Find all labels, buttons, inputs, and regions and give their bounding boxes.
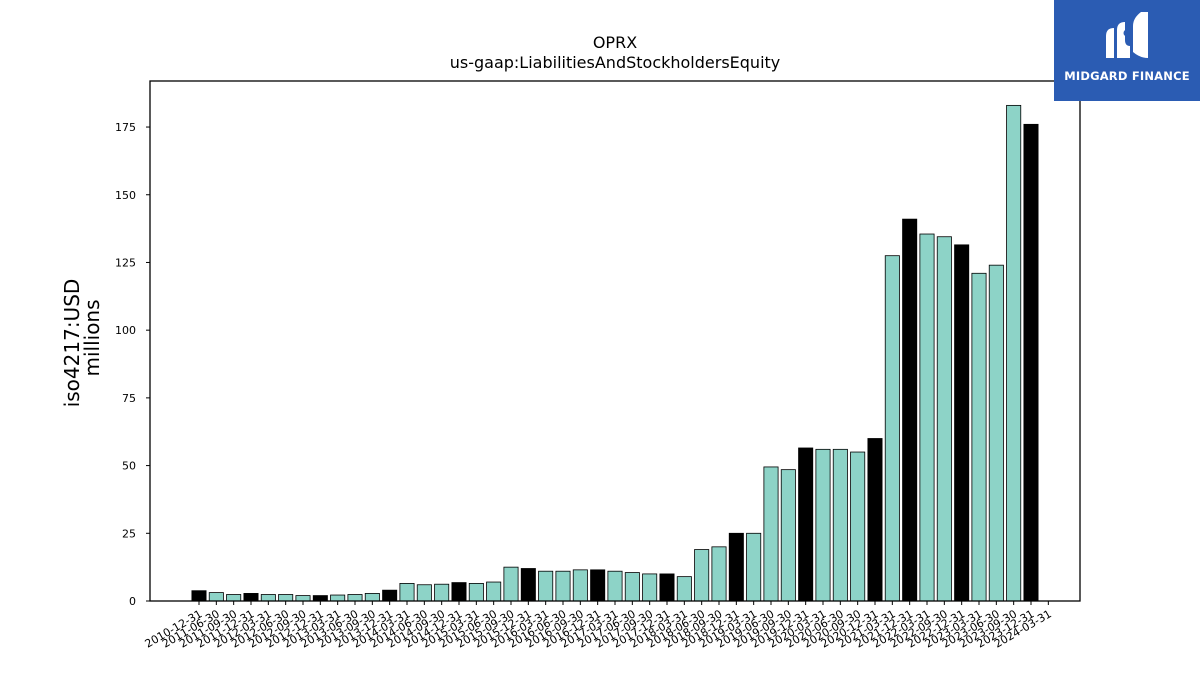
bar [642, 573, 658, 602]
bar [555, 570, 571, 602]
y-tick-label: 175 [115, 121, 136, 134]
bar [520, 568, 536, 602]
y-axis-unit: millions [80, 299, 104, 376]
bar [694, 549, 710, 602]
midgard-logo-icon [1106, 12, 1148, 58]
bar [971, 272, 987, 602]
y-tick-label: 75 [122, 392, 136, 405]
bar [780, 469, 796, 602]
bar [798, 447, 814, 602]
brand-name: MIDGARD FINANCE [1064, 69, 1190, 83]
x-ticks-group: 2010-12-312011-06-302011-09-302011-12-31… [143, 601, 1054, 651]
bar [243, 593, 259, 602]
bar [728, 532, 744, 602]
bar [954, 244, 970, 602]
bar [867, 438, 883, 602]
y-tick-label: 100 [115, 324, 136, 337]
bar [278, 594, 294, 602]
bar [607, 570, 623, 602]
bar [1006, 104, 1022, 602]
y-tick-label: 25 [122, 527, 136, 540]
bar [434, 583, 450, 602]
bar [191, 590, 207, 602]
bar [468, 583, 484, 602]
bar [538, 570, 554, 602]
bar [364, 593, 380, 602]
y-tick-label: 0 [129, 595, 136, 608]
bar [399, 583, 415, 602]
bar [590, 569, 606, 602]
bar [902, 218, 918, 602]
y-tick-label: 150 [115, 189, 136, 202]
bar [850, 451, 866, 602]
bars-group [191, 104, 1039, 602]
bar [330, 594, 346, 602]
y-tick-label: 50 [122, 460, 136, 473]
bar [1023, 123, 1039, 602]
bar [746, 532, 762, 602]
bar [416, 584, 432, 602]
y-ticks-group: 0 25 50 75 100 125 150 175 [115, 121, 150, 608]
brand-logo: MIDGARD FINANCE [1054, 0, 1200, 101]
bar [312, 595, 328, 602]
bar [815, 448, 831, 602]
bar [451, 582, 467, 602]
bar [884, 255, 900, 602]
bar [572, 569, 588, 602]
bar [936, 236, 952, 602]
bar [659, 573, 675, 602]
plot-frame [149, 80, 1081, 602]
bar [624, 572, 640, 602]
bar [676, 576, 692, 602]
y-axis-label: iso4217:USD [60, 279, 84, 408]
bar [711, 546, 727, 602]
bar [486, 581, 502, 602]
chart-subtitle: us-gaap:LiabilitiesAndStockholdersEquity [450, 53, 781, 72]
bar [260, 594, 276, 602]
y-tick-label: 125 [115, 256, 136, 269]
bar [919, 233, 935, 602]
bar [382, 589, 398, 602]
bar [295, 595, 311, 602]
chart-title: OPRX [593, 33, 637, 52]
bar [347, 594, 363, 602]
bar [988, 264, 1004, 602]
bar [503, 566, 519, 602]
bar [208, 592, 224, 602]
bar [226, 594, 242, 602]
bar [832, 448, 848, 602]
bar [763, 466, 779, 602]
